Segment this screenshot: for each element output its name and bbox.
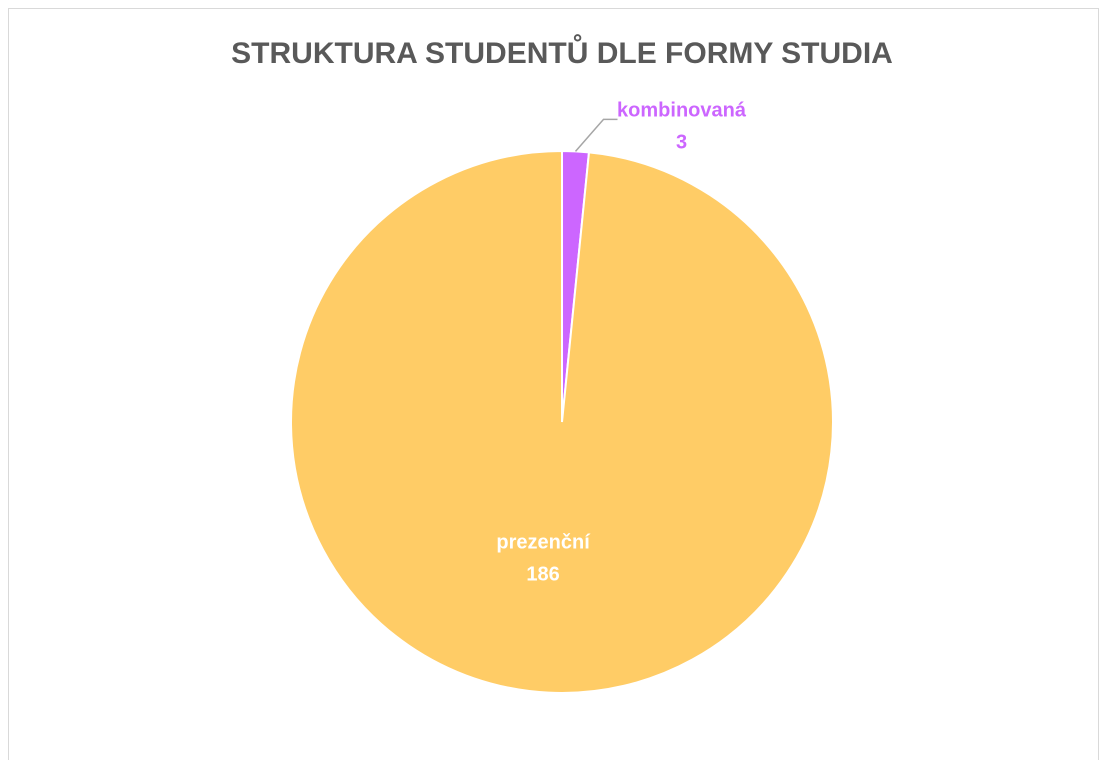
category-label: kombinovaná [617,100,747,122]
pie-slice [290,149,834,694]
category-label: prezenční [496,531,591,553]
value-label: 186 [526,563,559,585]
value-label: 3 [676,132,687,154]
chart-title: STRUKTURA STUDENTŮ DLE FORMY STUDIA [231,34,893,70]
leader-line [574,118,618,152]
